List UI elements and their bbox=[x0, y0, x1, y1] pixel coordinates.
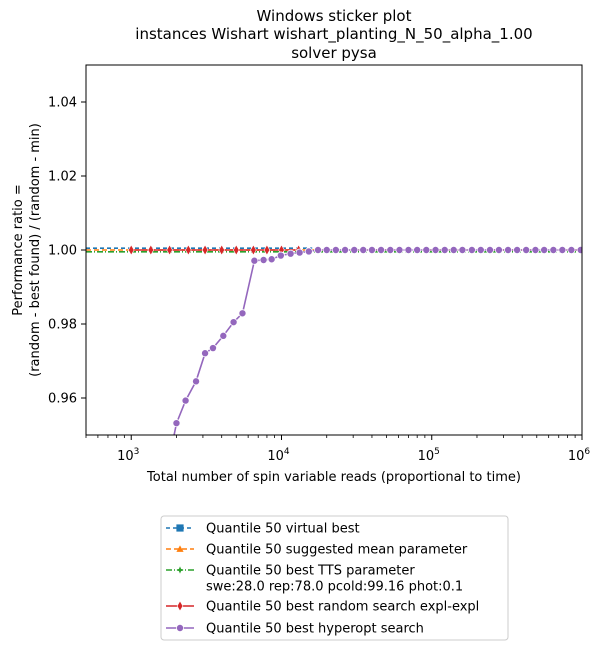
series-line bbox=[173, 249, 581, 435]
data-point bbox=[304, 247, 313, 256]
data-point bbox=[201, 349, 210, 358]
y-axis: 0.96 0.98 1.00 1.02 1.04 bbox=[48, 96, 86, 407]
data-point bbox=[540, 245, 549, 254]
legend-label: Quantile 50 virtual best bbox=[206, 522, 360, 537]
legend-item: Quantile 50 virtual best bbox=[166, 522, 360, 537]
data-point bbox=[250, 244, 257, 256]
legend-label: Quantile 50 best TTS parameter bbox=[206, 564, 415, 579]
y-tick-label: 0.96 bbox=[48, 392, 77, 407]
legend-swatch-marker bbox=[176, 600, 184, 612]
data-point bbox=[229, 318, 238, 327]
x-tick-label: 104 bbox=[267, 447, 290, 464]
data-point bbox=[201, 244, 209, 256]
series-5 bbox=[166, 245, 582, 461]
data-point bbox=[181, 396, 190, 405]
legend-frame bbox=[160, 515, 509, 641]
y-tick-label: 1.04 bbox=[48, 96, 77, 111]
data-point bbox=[531, 245, 540, 254]
data-point bbox=[276, 251, 285, 260]
data-point bbox=[250, 256, 259, 265]
legend-items: Quantile 50 virtual best Quantile 50 sugg… bbox=[166, 522, 479, 637]
x-axis-label: Total number of spin variable reads (pro… bbox=[146, 470, 521, 485]
chart-title: Windows sticker plot instances Wishart w… bbox=[135, 7, 532, 62]
data-point bbox=[208, 344, 217, 353]
data-point bbox=[367, 245, 376, 254]
data-point bbox=[422, 245, 431, 254]
legend: Quantile 50 virtual best Quantile 50 sugg… bbox=[160, 515, 509, 641]
data-point bbox=[567, 245, 576, 254]
data-point bbox=[431, 245, 440, 254]
data-point bbox=[341, 245, 350, 254]
legend-label: Quantile 50 best hyperopt search bbox=[206, 622, 424, 637]
data-point bbox=[522, 245, 531, 254]
data-point bbox=[166, 454, 173, 461]
y-axis-label-line-2: (random - best found) / (random - min) bbox=[28, 123, 43, 377]
data-point bbox=[233, 244, 240, 256]
data-point bbox=[166, 244, 173, 256]
data-point bbox=[413, 245, 422, 254]
data-point bbox=[286, 249, 295, 258]
data-point bbox=[172, 419, 181, 428]
data-point bbox=[314, 245, 323, 254]
legend-swatch-marker bbox=[176, 566, 184, 574]
data-point bbox=[295, 248, 304, 257]
data-point bbox=[549, 245, 558, 254]
legend-item: Quantile 50 best random search expl-expl bbox=[166, 600, 479, 615]
data-point bbox=[513, 245, 522, 254]
data-point bbox=[504, 245, 513, 254]
data-point bbox=[404, 245, 413, 254]
y-axis-label-line-1: Performance ratio = bbox=[11, 184, 26, 316]
y-tick-label: 1.00 bbox=[48, 244, 77, 259]
x-tick-label: 106 bbox=[568, 447, 591, 464]
data-point bbox=[185, 244, 192, 256]
data-point bbox=[377, 245, 386, 254]
data-point bbox=[263, 244, 271, 256]
x-tick-label: 105 bbox=[418, 447, 440, 464]
chart-title-line-2: instances Wishart wishart_planting_N_50_… bbox=[135, 25, 532, 44]
data-point bbox=[458, 245, 467, 254]
legend-label: swe:28.0 rep:78.0 pcold:99.16 phot:0.1 bbox=[206, 580, 463, 595]
data-point bbox=[395, 245, 404, 254]
series-4 bbox=[128, 244, 302, 256]
legend-swatch-marker bbox=[176, 524, 184, 532]
y-axis-label: Performance ratio = (random - best found… bbox=[11, 123, 43, 377]
y-tick-label: 0.98 bbox=[48, 318, 77, 333]
data-point bbox=[467, 245, 476, 254]
chart-title-line-3: solver pysa bbox=[291, 44, 377, 62]
data-point bbox=[267, 255, 276, 264]
data-point bbox=[350, 245, 359, 254]
data-point bbox=[331, 245, 340, 254]
data-point bbox=[192, 377, 201, 386]
data-point bbox=[440, 245, 449, 254]
data-point bbox=[322, 245, 331, 254]
series-layer bbox=[86, 244, 582, 461]
data-point bbox=[449, 245, 458, 254]
data-point bbox=[218, 244, 225, 256]
data-point bbox=[128, 244, 135, 256]
y-tick-label: 1.02 bbox=[48, 170, 77, 185]
legend-label: Quantile 50 suggested mean parameter bbox=[206, 543, 468, 558]
data-point bbox=[238, 309, 247, 318]
data-point bbox=[386, 245, 395, 254]
data-point bbox=[476, 245, 485, 254]
legend-label: Quantile 50 best random search expl-expl bbox=[206, 600, 479, 615]
data-point bbox=[259, 255, 268, 264]
chart-title-line-1: Windows sticker plot bbox=[257, 7, 412, 25]
x-axis: 103 104 105 106 bbox=[85, 435, 591, 464]
legend-swatch-marker bbox=[176, 545, 184, 552]
data-point bbox=[219, 331, 228, 340]
legend-item: Quantile 50 best hyperopt search bbox=[166, 622, 424, 637]
x-tick-label: 103 bbox=[117, 447, 139, 464]
data-point bbox=[485, 245, 494, 254]
legend-swatch-marker bbox=[175, 624, 184, 633]
data-point bbox=[494, 245, 503, 254]
data-point bbox=[576, 246, 582, 254]
data-point bbox=[558, 245, 567, 254]
legend-item: Quantile 50 suggested mean parameter bbox=[166, 543, 468, 558]
data-point bbox=[359, 245, 368, 254]
data-point bbox=[147, 244, 155, 256]
